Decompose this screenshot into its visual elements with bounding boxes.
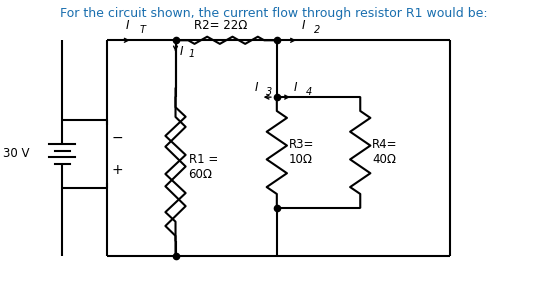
- Text: −: −: [112, 131, 124, 145]
- Text: T: T: [140, 25, 146, 35]
- Text: 4: 4: [306, 86, 312, 96]
- Text: For the circuit shown, the current flow through resistor R1 would be:: For the circuit shown, the current flow …: [60, 7, 488, 20]
- Text: 1: 1: [189, 49, 195, 59]
- Text: 30 V: 30 V: [3, 148, 29, 160]
- Text: 3: 3: [266, 86, 272, 96]
- Text: 2: 2: [314, 25, 320, 35]
- Text: R3=
10Ω: R3= 10Ω: [289, 138, 314, 166]
- Text: I: I: [254, 81, 258, 94]
- Text: I: I: [302, 19, 305, 32]
- Text: R4=
40Ω: R4= 40Ω: [372, 138, 398, 166]
- Text: +: +: [112, 163, 124, 177]
- Text: I: I: [294, 81, 297, 94]
- Text: I: I: [180, 45, 183, 58]
- Text: R2= 22Ω: R2= 22Ω: [194, 19, 247, 32]
- Text: I: I: [126, 19, 129, 32]
- Text: R1 =
60Ω: R1 = 60Ω: [189, 154, 218, 181]
